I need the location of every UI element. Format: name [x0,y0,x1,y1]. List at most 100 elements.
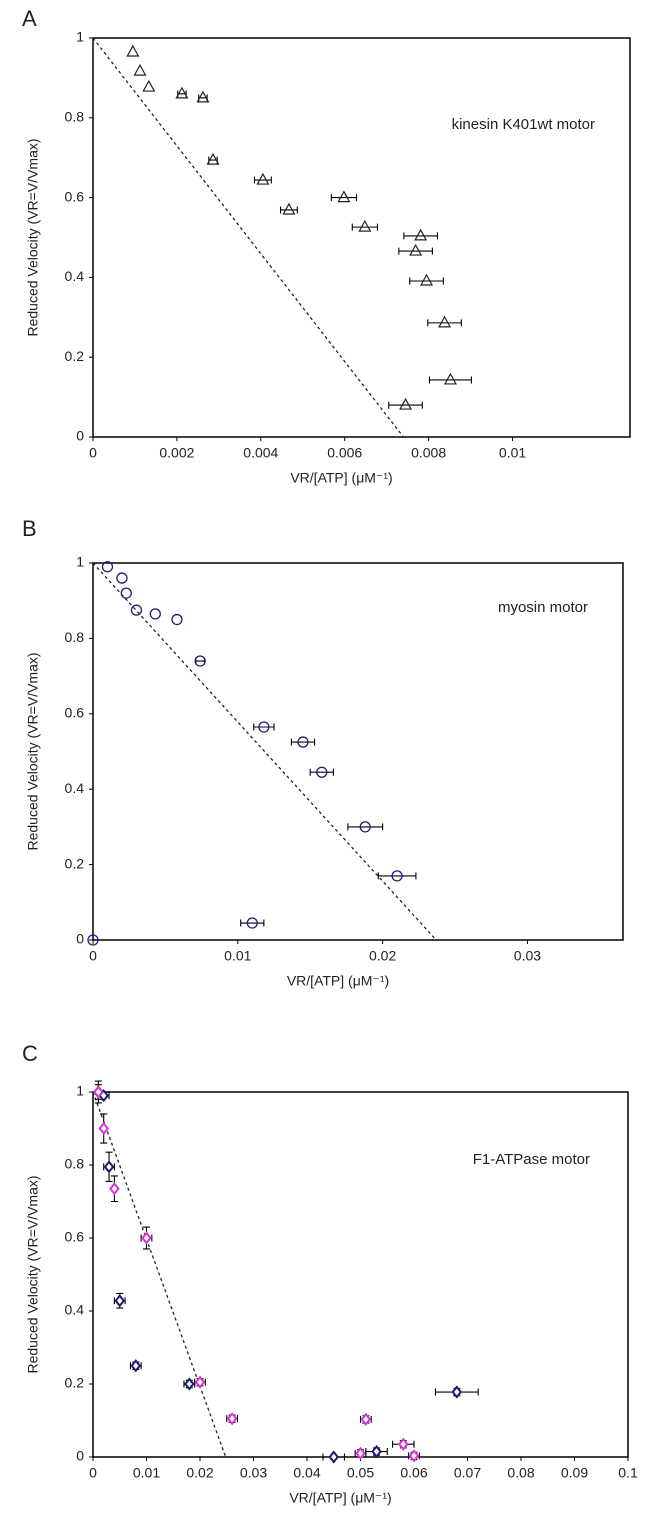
point [360,1412,372,1427]
x-error-bar [403,232,438,240]
x-error-bar [409,277,444,285]
point [196,90,210,103]
x-tick-label: 0.01 [133,1465,160,1481]
point [171,613,183,626]
point [109,1182,120,1196]
point [87,934,99,946]
x-tick-label: 0.05 [347,1465,374,1481]
panel-label: A [22,6,37,31]
y-axis-label: Reduced Velocity (VR=V/Vmax) [25,1175,41,1373]
x-tick-label: 0 [89,1465,97,1481]
point [258,721,270,733]
y-axis-label: Reduced Velocity (VR=V/Vmax) [25,652,41,850]
point [328,1450,340,1464]
plot-frame [92,1091,629,1458]
point [246,917,258,929]
x-error-bar [428,376,472,384]
y-tick-label: 0.8 [65,109,85,125]
x-error-bar [427,319,462,327]
x-error-bar [330,194,358,202]
point [130,1359,142,1373]
point [98,1121,109,1136]
point [358,219,372,232]
point [141,1231,152,1245]
x-tick-label: 0.01 [224,948,251,964]
x-error-bar [388,401,423,409]
point [194,1375,206,1389]
point [114,1294,126,1308]
point [101,561,114,573]
point [206,152,220,165]
y-tick-label: 1 [76,554,84,570]
x-tick-label: 0.03 [240,1465,267,1481]
x-tick-label: 0 [89,948,97,964]
annotation: F1-ATPase motor [473,1151,590,1168]
y-tick-label: 0.2 [65,1375,85,1391]
fit-line [92,1091,227,1458]
x-tick-label: 0.1 [618,1465,638,1481]
point [399,397,413,410]
y-tick-label: 0.4 [65,1302,85,1318]
point [282,202,296,215]
fit-line [92,37,404,438]
x-error-bar [351,223,378,231]
x-error-bar [309,768,334,776]
x-error-bar [195,657,206,665]
point [116,572,128,584]
point [316,766,328,778]
y-tick-label: 0.8 [65,1156,85,1172]
point [359,821,371,833]
x-axis-label: VR/[ATP] (μM⁻¹) [290,470,392,486]
point [414,228,428,241]
plot-frame [92,37,631,438]
x-error-bar [290,738,316,746]
panel-label: B [22,516,37,541]
x-axis-label: VR/[ATP] (μM⁻¹) [289,1490,391,1506]
y-tick-label: 0 [76,1448,84,1464]
x-tick-label: 0.02 [186,1465,213,1481]
point [371,1444,382,1459]
point [438,315,452,328]
x-tick-label: 0.008 [411,445,446,461]
point [149,608,161,620]
x-error-bar [347,823,384,831]
x-tick-label: 0.09 [561,1465,588,1481]
x-tick-label: 0.06 [400,1465,427,1481]
point [355,1446,366,1460]
x-axis-label: VR/[ATP] (μM⁻¹) [287,973,389,989]
x-error-bar [279,206,298,214]
x-tick-label: 0 [89,445,97,461]
y-tick-label: 0.2 [65,348,85,364]
point [175,86,189,99]
y-tick-label: 0.4 [65,268,85,284]
plot-frame [92,562,624,941]
x-tick-label: 0.01 [499,445,526,461]
point [226,1412,238,1426]
point [184,1377,195,1391]
fit-line [92,562,437,941]
x-tick-label: 0.08 [507,1465,534,1481]
point [93,1085,104,1099]
panel-label: C [22,1041,38,1066]
point [103,1160,115,1174]
point [194,655,206,667]
point [337,190,351,203]
x-error-bar [398,247,433,255]
x-tick-label: 0.07 [454,1465,481,1481]
point [142,79,156,92]
point [256,172,270,185]
x-tick-label: 0.002 [159,445,194,461]
x-tick-label: 0.004 [243,445,278,461]
y-tick-label: 0.6 [65,188,85,204]
point [398,1437,409,1451]
annotation: kinesin K401wt motor [452,116,595,133]
y-tick-label: 0.4 [65,780,85,796]
point [409,243,423,256]
x-error-bar [253,176,272,184]
y-tick-label: 0.8 [65,629,85,645]
y-tick-label: 1 [76,29,84,45]
point [120,587,132,599]
point [297,736,309,748]
y-tick-label: 0.6 [65,705,85,721]
